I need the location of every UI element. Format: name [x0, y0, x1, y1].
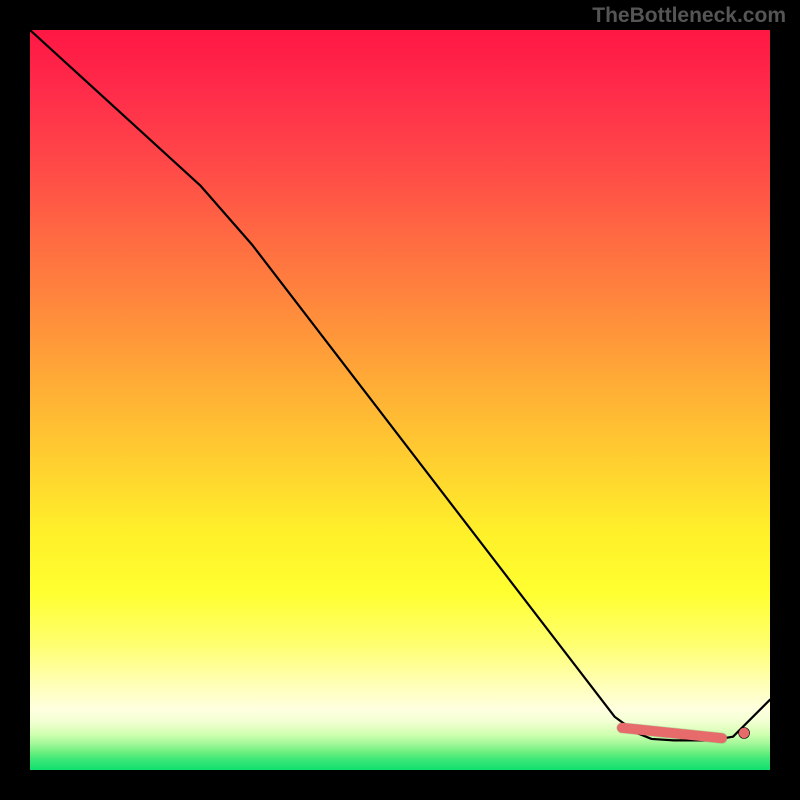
- watermark-text: TheBottleneck.com: [592, 4, 786, 28]
- plot-area: [30, 30, 770, 770]
- chart-overlay: [30, 30, 770, 770]
- optimal-point-marker: [739, 728, 750, 739]
- bottleneck-curve: [30, 30, 770, 740]
